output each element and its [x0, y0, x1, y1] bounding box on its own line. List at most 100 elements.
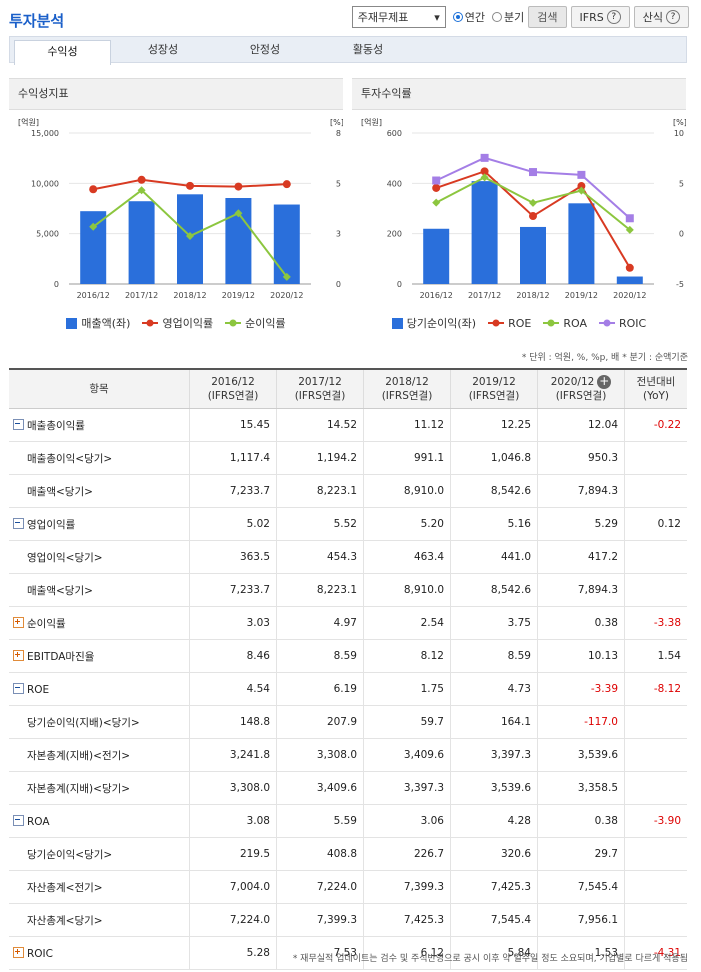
- series-point[interactable]: [89, 185, 98, 194]
- row-label: 자본총계(지배)<전기>: [9, 738, 190, 772]
- bar[interactable]: [423, 228, 450, 284]
- row-label-text: 매출총이익<당기>: [27, 452, 113, 465]
- series-point[interactable]: [577, 170, 586, 179]
- row-label: ROIC: [9, 936, 190, 970]
- series-point[interactable]: [577, 182, 586, 191]
- y-left-tick: 0: [54, 280, 59, 289]
- return-chart-panel: 투자수익률 [억원] [%] 0 -5 200 0 400 5 600 10 2016/12 2017…: [352, 78, 686, 335]
- y-right-tick: 0: [336, 280, 341, 289]
- series-point[interactable]: [234, 182, 243, 191]
- table-row: 영업이익률 5.02 5.52 5.20 5.16 5.29 0.12: [9, 507, 687, 541]
- cell-value: -117.0: [537, 705, 625, 739]
- search-button[interactable]: 검색: [528, 6, 567, 28]
- radio-annual-dot[interactable]: [452, 12, 463, 22]
- y-right-unit: [%]: [330, 118, 343, 127]
- series-point[interactable]: [186, 232, 194, 241]
- cell-value: 3,409.6: [276, 771, 364, 805]
- cell-yoy: [624, 870, 687, 904]
- row-label: 자본총계(지배)<당기>: [9, 771, 190, 805]
- header-type: (IFRS연결): [294, 390, 346, 402]
- series-point[interactable]: [625, 225, 634, 234]
- ifrs-help-button[interactable]: IFRS ?: [570, 6, 630, 28]
- x-tick-label: 2016/12: [77, 291, 110, 300]
- expand-icon[interactable]: [13, 616, 24, 628]
- cell-value: -3.39: [537, 672, 625, 706]
- series-point[interactable]: [89, 222, 98, 231]
- legend-item[interactable]: 순이익률: [225, 315, 286, 331]
- tab-profitability[interactable]: 수익성: [14, 40, 111, 65]
- series-point[interactable]: [137, 186, 146, 195]
- y-left-tick: 600: [387, 129, 402, 138]
- legend-item[interactable]: 당기순이익(좌): [391, 315, 476, 331]
- bar[interactable]: [80, 211, 107, 284]
- row-label: 매출총이익<당기>: [9, 441, 190, 475]
- series-point[interactable]: [282, 272, 291, 281]
- header-type: (IFRS연결): [381, 390, 433, 402]
- collapse-icon[interactable]: [13, 682, 24, 694]
- collapse-icon[interactable]: [13, 517, 24, 529]
- cell-value: 3.08: [189, 804, 277, 838]
- cell-value: 3.75: [450, 606, 538, 640]
- tab-stability[interactable]: 안정성: [249, 43, 281, 56]
- bar[interactable]: [568, 203, 595, 284]
- series-point[interactable]: [432, 198, 441, 207]
- bar[interactable]: [128, 201, 155, 284]
- cell-value: 7,956.1: [537, 903, 625, 937]
- series-point[interactable]: [625, 263, 634, 272]
- y-right-tick: 5: [679, 179, 684, 188]
- legend-item[interactable]: 매출액(좌): [66, 315, 130, 331]
- series-point[interactable]: [282, 180, 291, 189]
- footer-note: * 재무실적 업데이트는 검수 및 주석반영으로 공시 이후 약 일주일 정도 …: [292, 954, 688, 964]
- cell-value: 8,910.0: [363, 474, 451, 508]
- header-item: 항목: [9, 368, 190, 409]
- row-label-text: ROIC: [27, 947, 53, 960]
- add-column-icon[interactable]: +: [597, 374, 612, 389]
- row-label-text: ROE: [27, 683, 50, 696]
- radio-quarter-dot[interactable]: [492, 12, 503, 22]
- collapse-icon[interactable]: [13, 418, 24, 430]
- expand-icon[interactable]: [13, 649, 24, 661]
- page-title: 투자분석: [9, 12, 65, 30]
- cell-yoy: 0.12: [624, 507, 687, 541]
- series-point[interactable]: [529, 212, 537, 221]
- series-point[interactable]: [432, 176, 441, 185]
- tab-growth[interactable]: 성장성: [147, 43, 179, 56]
- series-point[interactable]: [186, 181, 194, 190]
- formula-help-button[interactable]: 산식 ?: [633, 6, 689, 28]
- table-row: 매출총이익률 15.45 14.52 11.12 12.25 12.04 -0.22: [9, 408, 687, 442]
- analysis-tabs: 수익성 성장성 안정성 활동성: [9, 36, 687, 65]
- series-point[interactable]: [432, 183, 441, 192]
- bar[interactable]: [616, 276, 643, 284]
- cell-value: 417.2: [537, 540, 625, 574]
- statement-select[interactable]: 주재무제표 ▾: [351, 6, 446, 28]
- expand-icon[interactable]: [13, 946, 24, 958]
- cell-yoy: [624, 771, 687, 805]
- bar[interactable]: [520, 226, 546, 284]
- legend-item[interactable]: 영업이익률: [142, 315, 213, 331]
- collapse-icon[interactable]: [13, 814, 24, 826]
- bar[interactable]: [471, 181, 498, 284]
- tab-activity[interactable]: 활동성: [352, 43, 384, 56]
- legend-item[interactable]: ROA: [543, 315, 587, 331]
- legend-item[interactable]: ROIC: [598, 315, 647, 331]
- series-point[interactable]: [577, 186, 586, 195]
- series-point[interactable]: [480, 173, 489, 182]
- cell-value: 164.1: [450, 705, 538, 739]
- series-point[interactable]: [625, 214, 634, 223]
- radio-annual[interactable]: 연간: [452, 9, 485, 25]
- bar[interactable]: [273, 204, 300, 284]
- return-chart-title: 투자수익률: [352, 79, 686, 110]
- series-point[interactable]: [480, 167, 489, 176]
- row-label: 당기순이익<당기>: [9, 837, 190, 871]
- series-point[interactable]: [529, 198, 537, 207]
- series-point[interactable]: [480, 153, 489, 162]
- y-left-unit: [억원]: [361, 117, 382, 127]
- series-point[interactable]: [234, 209, 243, 218]
- legend-label: ROIC: [618, 316, 647, 330]
- legend-item[interactable]: ROE: [488, 315, 531, 331]
- row-label-text: 매출액<당기>: [27, 584, 93, 597]
- series-point[interactable]: [529, 168, 537, 177]
- series-point[interactable]: [137, 175, 146, 184]
- radio-quarter[interactable]: 분기: [492, 9, 524, 25]
- cell-value: 0.38: [537, 804, 625, 838]
